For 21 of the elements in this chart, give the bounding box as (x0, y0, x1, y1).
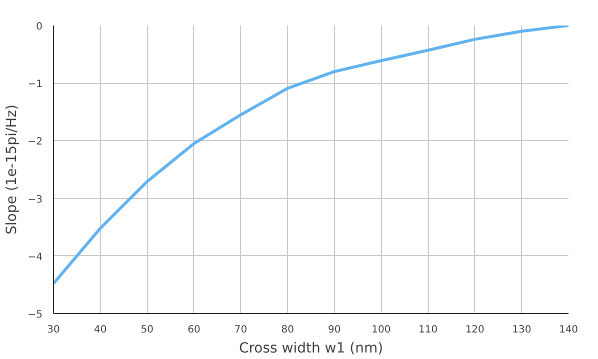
x-tick-label: 70 (234, 324, 248, 336)
line-series (54, 26, 568, 286)
x-tick-label: 50 (140, 324, 154, 336)
x-tick-label: 120 (465, 324, 484, 336)
y-axis-title: Slope (1e-15pi/Hz) (4, 104, 20, 234)
y-tick-label: −1 (28, 79, 43, 90)
x-tick-label: 90 (328, 324, 341, 336)
y-tick-label: −3 (28, 194, 43, 206)
x-tick-label: 40 (94, 324, 107, 336)
x-tick-label: 30 (47, 324, 60, 336)
x-tick-label: 60 (188, 324, 200, 336)
y-tick-label: −4 (28, 252, 43, 263)
x-tick-label: 110 (418, 324, 438, 336)
x-tick-label: 80 (281, 324, 294, 336)
x-tick-label: 130 (512, 324, 532, 336)
y-tick-label: −5 (28, 310, 43, 320)
x-axis-title: Cross width w1 (nm) (238, 340, 384, 356)
y-tick-label: −2 (28, 136, 43, 148)
x-tick-label: 140 (558, 324, 578, 336)
y-tick-label: 0 (36, 22, 43, 32)
x-tick-label: 100 (372, 324, 391, 336)
